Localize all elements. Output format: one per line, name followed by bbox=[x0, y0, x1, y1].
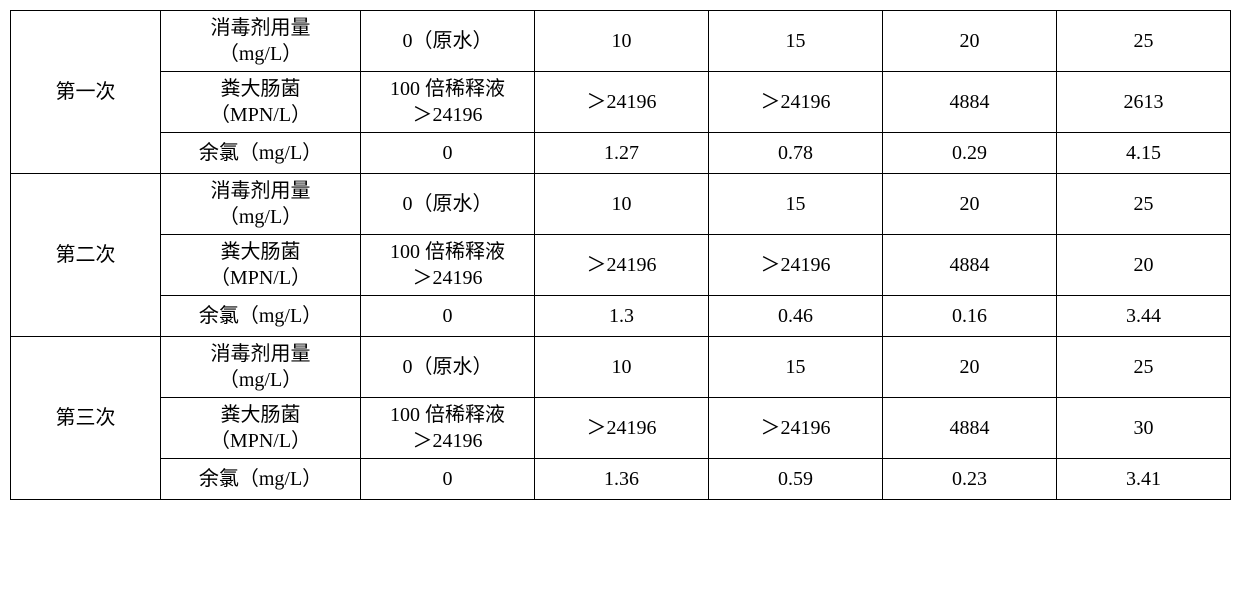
value-cell: 0.16 bbox=[883, 296, 1057, 337]
value-cell: 4884 bbox=[883, 72, 1057, 133]
param-cell: 消毒剂用量（mg/L） bbox=[161, 337, 361, 398]
value-cell: ＞24196 bbox=[535, 398, 709, 459]
table-row: 第三次 消毒剂用量（mg/L） 0（原水） 10 15 20 25 bbox=[11, 337, 1231, 398]
value-cell: 0 bbox=[361, 296, 535, 337]
value-cell: 15 bbox=[709, 174, 883, 235]
value-cell: 100 倍稀释液＞24196 bbox=[361, 235, 535, 296]
value-cell: 25 bbox=[1057, 174, 1231, 235]
table-row: 粪大肠菌（MPN/L） 100 倍稀释液＞24196 ＞24196 ＞24196… bbox=[11, 72, 1231, 133]
value-cell: 4884 bbox=[883, 235, 1057, 296]
value-cell: 15 bbox=[709, 337, 883, 398]
value-cell: 1.27 bbox=[535, 133, 709, 174]
param-cell: 余氯（mg/L） bbox=[161, 459, 361, 500]
param-cell: 粪大肠菌（MPN/L） bbox=[161, 235, 361, 296]
value-cell: 25 bbox=[1057, 11, 1231, 72]
group-label-cell: 第二次 bbox=[11, 174, 161, 337]
value-cell: 0.78 bbox=[709, 133, 883, 174]
value-cell: 20 bbox=[883, 11, 1057, 72]
param-cell: 余氯（mg/L） bbox=[161, 296, 361, 337]
value-cell: 0 bbox=[361, 459, 535, 500]
param-cell: 消毒剂用量（mg/L） bbox=[161, 174, 361, 235]
group-label-cell: 第三次 bbox=[11, 337, 161, 500]
table-row: 余氯（mg/L） 0 1.36 0.59 0.23 3.41 bbox=[11, 459, 1231, 500]
value-cell: 1.3 bbox=[535, 296, 709, 337]
value-cell: 0 bbox=[361, 133, 535, 174]
value-cell: 100 倍稀释液＞24196 bbox=[361, 398, 535, 459]
table-row: 第一次 消毒剂用量（mg/L） 0（原水） 10 15 20 25 bbox=[11, 11, 1231, 72]
param-cell: 消毒剂用量（mg/L） bbox=[161, 11, 361, 72]
value-cell: 100 倍稀释液＞24196 bbox=[361, 72, 535, 133]
table-row: 粪大肠菌（MPN/L） 100 倍稀释液＞24196 ＞24196 ＞24196… bbox=[11, 398, 1231, 459]
table-row: 余氯（mg/L） 0 1.27 0.78 0.29 4.15 bbox=[11, 133, 1231, 174]
value-cell: 3.41 bbox=[1057, 459, 1231, 500]
value-cell: 4884 bbox=[883, 398, 1057, 459]
value-cell: 4.15 bbox=[1057, 133, 1231, 174]
data-table: 第一次 消毒剂用量（mg/L） 0（原水） 10 15 20 25 粪大肠菌（M… bbox=[10, 10, 1231, 500]
value-cell: 25 bbox=[1057, 337, 1231, 398]
value-cell: 0（原水） bbox=[361, 337, 535, 398]
param-cell: 余氯（mg/L） bbox=[161, 133, 361, 174]
value-cell: ＞24196 bbox=[709, 72, 883, 133]
value-cell: 0.46 bbox=[709, 296, 883, 337]
param-cell: 粪大肠菌（MPN/L） bbox=[161, 72, 361, 133]
value-cell: 2613 bbox=[1057, 72, 1231, 133]
value-cell: 0（原水） bbox=[361, 174, 535, 235]
table-row: 余氯（mg/L） 0 1.3 0.46 0.16 3.44 bbox=[11, 296, 1231, 337]
value-cell: 20 bbox=[1057, 235, 1231, 296]
value-cell: 10 bbox=[535, 174, 709, 235]
value-cell: ＞24196 bbox=[535, 72, 709, 133]
value-cell: 0.23 bbox=[883, 459, 1057, 500]
param-cell: 粪大肠菌（MPN/L） bbox=[161, 398, 361, 459]
value-cell: 3.44 bbox=[1057, 296, 1231, 337]
value-cell: 20 bbox=[883, 337, 1057, 398]
value-cell: 15 bbox=[709, 11, 883, 72]
value-cell: 10 bbox=[535, 337, 709, 398]
value-cell: 30 bbox=[1057, 398, 1231, 459]
table-row: 粪大肠菌（MPN/L） 100 倍稀释液＞24196 ＞24196 ＞24196… bbox=[11, 235, 1231, 296]
table-row: 第二次 消毒剂用量（mg/L） 0（原水） 10 15 20 25 bbox=[11, 174, 1231, 235]
value-cell: 0.59 bbox=[709, 459, 883, 500]
value-cell: ＞24196 bbox=[535, 235, 709, 296]
value-cell: ＞24196 bbox=[709, 398, 883, 459]
value-cell: 10 bbox=[535, 11, 709, 72]
group-label-cell: 第一次 bbox=[11, 11, 161, 174]
value-cell: ＞24196 bbox=[709, 235, 883, 296]
table-body: 第一次 消毒剂用量（mg/L） 0（原水） 10 15 20 25 粪大肠菌（M… bbox=[11, 11, 1231, 500]
value-cell: 0（原水） bbox=[361, 11, 535, 72]
value-cell: 0.29 bbox=[883, 133, 1057, 174]
value-cell: 20 bbox=[883, 174, 1057, 235]
value-cell: 1.36 bbox=[535, 459, 709, 500]
